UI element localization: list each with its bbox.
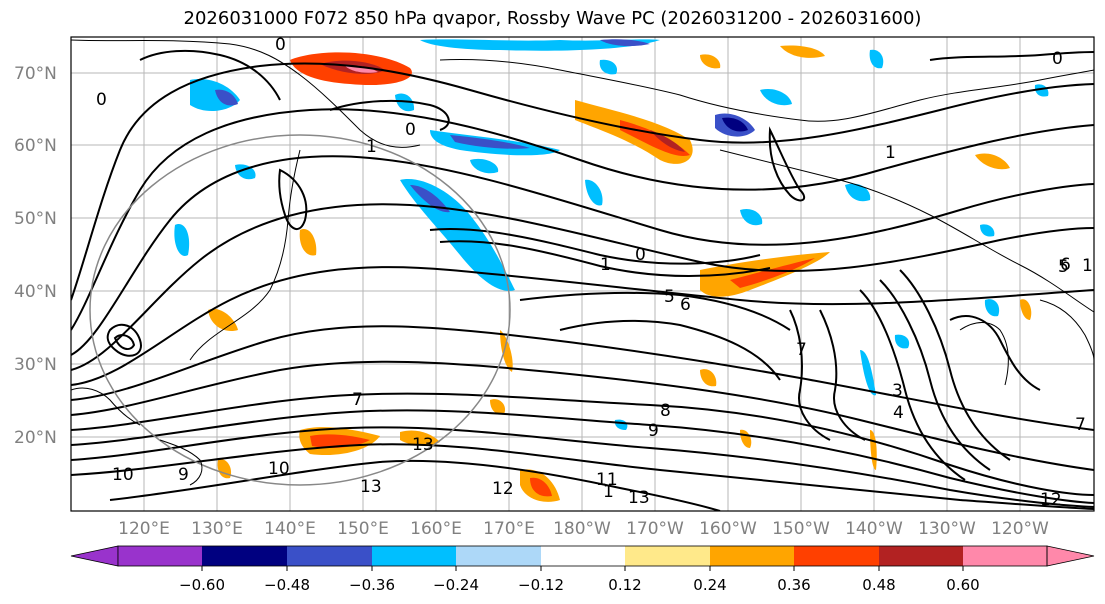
colorbar-segment: [456, 546, 541, 566]
colorbar-tick-label: 0.48: [862, 576, 895, 594]
contour-label: 13: [360, 477, 382, 497]
coastlines: [71, 39, 1094, 486]
colorbar-right-extend: [1046, 545, 1095, 567]
contour-label: 12: [492, 479, 514, 499]
latitude-labels: 70°N 60°N 50°N 40°N 30°N 20°N: [14, 64, 57, 448]
colorbar-segment: [372, 546, 456, 566]
colorbar-tick-label: 0.60: [946, 576, 979, 594]
plot-title: 2026031000 F072 850 hPa qvapor, Rossby W…: [183, 8, 922, 29]
contour-label: 10: [268, 459, 290, 479]
contour-label: 0: [405, 120, 416, 140]
contour-label: 1: [366, 137, 377, 157]
colorbar-tick-label: 0.24: [693, 576, 726, 594]
contour-label: 0: [635, 245, 646, 265]
contour-label: 11: [596, 470, 618, 490]
colorbar-left-extend: [70, 545, 119, 567]
contour-label: 8: [660, 401, 671, 421]
contour-label: 7: [796, 340, 807, 360]
colorbar: −0.60 −0.48 −0.36 −0.24 −0.12 0.12 0.24 …: [70, 545, 1095, 594]
lon-label: 160°W: [699, 519, 757, 539]
lon-label: 150°E: [337, 519, 389, 539]
contour-label: 6: [1060, 255, 1071, 275]
lat-label: 70°N: [14, 64, 57, 84]
lon-label: 160°E: [410, 519, 462, 539]
lon-label: 150°W: [772, 519, 830, 539]
contour-label: 0: [1052, 49, 1063, 69]
lon-label: 130°W: [918, 519, 976, 539]
lon-label: 170°W: [626, 519, 684, 539]
colorbar-tick-label: −0.36: [349, 576, 395, 594]
colorbar-segment: [963, 546, 1047, 566]
colorbar-tick-label: −0.48: [264, 576, 310, 594]
contour-label: 7: [1075, 415, 1086, 435]
contour-label: 13: [628, 488, 650, 508]
colorbar-segment: [879, 546, 963, 566]
colorbar-tick-label: 0.36: [777, 576, 810, 594]
region-ellipse: [89, 134, 511, 486]
lon-label: 170°E: [483, 519, 535, 539]
lat-label: 20°N: [14, 428, 57, 448]
contour-label: 9: [178, 465, 189, 485]
contour-label: 6: [680, 295, 691, 315]
contour-label: 5: [1058, 257, 1069, 277]
lon-label: 140°W: [845, 519, 903, 539]
lon-label: 120°E: [118, 519, 170, 539]
colorbar-segment: [794, 546, 879, 566]
contour-label: 1: [600, 255, 611, 275]
contour-label: 3: [892, 381, 903, 401]
lat-label: 60°N: [14, 136, 57, 156]
colorbar-segment: [541, 546, 625, 566]
lat-label: 40°N: [14, 282, 57, 302]
contour-label: 1: [1082, 256, 1093, 276]
colorbar-segment: [287, 546, 372, 566]
colorbar-segment: [625, 546, 710, 566]
contour-label: 0: [96, 90, 107, 110]
colorbar-frame: [117, 545, 1048, 567]
contour-label: 12: [1040, 490, 1062, 510]
lon-label: 180°W: [553, 519, 611, 539]
colorbar-tick-label: −0.60: [179, 576, 225, 594]
colorbar-tick-label: −0.12: [518, 576, 564, 594]
colorbar-segment: [118, 546, 202, 566]
longitude-labels: 120°E 130°E 140°E 150°E 160°E 170°E 180°…: [118, 519, 1049, 539]
lat-label: 30°N: [14, 355, 57, 375]
lon-label: 140°E: [264, 519, 316, 539]
colorbar-tick-label: −0.24: [433, 576, 479, 594]
contour-label: 1: [885, 143, 896, 163]
colorbar-segment: [710, 546, 794, 566]
lon-label: 120°W: [991, 519, 1049, 539]
colorbar-segment: [202, 546, 287, 566]
colorbar-tick-label: 0.12: [608, 576, 641, 594]
contour-label: 0: [275, 35, 286, 55]
lon-label: 130°E: [191, 519, 243, 539]
contour-labels: 0 0 0 0 0 1 1 1 1 1 3 4 5 6 6 7 7 7 8 9 …: [96, 35, 1093, 510]
contour-label: 13: [412, 435, 434, 455]
contour-label: 1: [603, 482, 614, 502]
contour-label: 5: [664, 287, 675, 307]
contour-label: 4: [893, 403, 904, 423]
contour-label: 10: [112, 465, 134, 485]
contour-lines: [71, 49, 1094, 511]
lat-label: 50°N: [14, 209, 57, 229]
contour-label: 9: [648, 421, 659, 441]
contour-label: 7: [352, 390, 363, 410]
map-frame: [70, 36, 1095, 512]
